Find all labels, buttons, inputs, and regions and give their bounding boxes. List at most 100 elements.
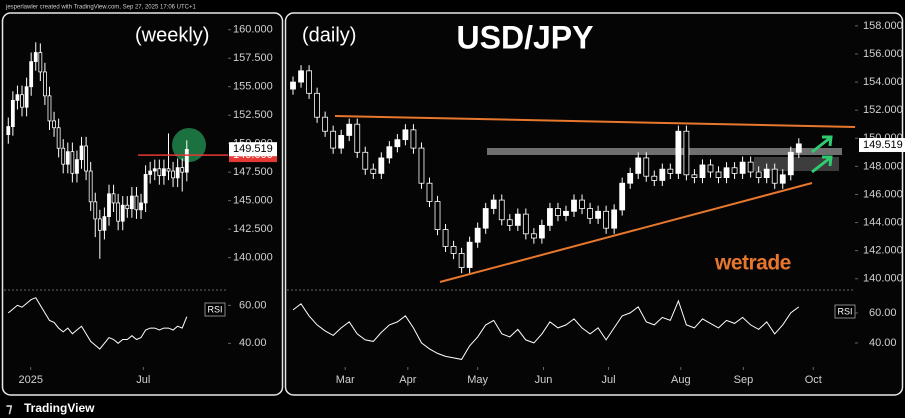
arrow-up bbox=[811, 155, 833, 174]
candle-body bbox=[699, 164, 706, 179]
y-tick-label: 158.000 bbox=[863, 20, 903, 32]
candle-body bbox=[482, 208, 489, 229]
rsi-tick-label: 40.00 bbox=[869, 337, 897, 349]
candle-body bbox=[450, 246, 457, 254]
candle-body bbox=[107, 193, 111, 218]
brand-logo: ⁊ bbox=[6, 400, 13, 415]
last-price-label: 149.519 bbox=[233, 143, 273, 155]
candle-body bbox=[70, 151, 75, 174]
chart-title: (weekly) bbox=[135, 24, 209, 46]
candle-body bbox=[129, 195, 134, 210]
candle-body bbox=[514, 213, 521, 226]
candle-body bbox=[166, 168, 171, 172]
candle-body bbox=[79, 145, 84, 161]
candle-body bbox=[157, 168, 162, 176]
candle-body bbox=[635, 157, 642, 174]
highlight-circle bbox=[172, 128, 206, 162]
candle-body bbox=[779, 174, 786, 184]
brand: TradingView bbox=[24, 401, 95, 415]
candle-body bbox=[43, 71, 47, 97]
candle-body bbox=[88, 170, 93, 203]
candle-body bbox=[683, 130, 690, 176]
watermark: wetrade bbox=[714, 252, 791, 275]
rsi-line bbox=[292, 299, 800, 360]
x-tick-label: Jul bbox=[136, 374, 150, 386]
chart-subtitle: (daily) bbox=[302, 24, 356, 46]
candle-body bbox=[24, 86, 29, 108]
arrow-up bbox=[811, 135, 833, 154]
candle-body bbox=[386, 146, 393, 159]
candle-body bbox=[667, 168, 674, 174]
candle-body bbox=[38, 52, 43, 73]
candle-body bbox=[458, 253, 465, 268]
candle-body bbox=[771, 168, 778, 184]
y-tick-label: 148.000 bbox=[863, 160, 903, 172]
candle-body bbox=[466, 241, 473, 268]
rsi-label: RSI bbox=[207, 304, 222, 314]
x-tick-label: Oct bbox=[805, 374, 822, 386]
candle-body bbox=[538, 224, 545, 239]
candle-body bbox=[418, 147, 425, 184]
logo-mark: ⁊ bbox=[6, 400, 13, 415]
rsi-label-box bbox=[204, 302, 226, 317]
candle-body bbox=[102, 216, 107, 231]
y-tick-label: 152.000 bbox=[863, 104, 903, 116]
candle-body bbox=[619, 182, 626, 211]
candle-body bbox=[498, 199, 505, 221]
candle-body bbox=[65, 151, 70, 165]
candle-body bbox=[346, 123, 353, 136]
rsi-tick-label: 40.00 bbox=[239, 337, 267, 349]
candle-body bbox=[84, 145, 89, 172]
candle-body bbox=[184, 148, 189, 173]
candle-body bbox=[61, 147, 66, 165]
candle-body bbox=[175, 167, 180, 179]
y-tick-label: 152.500 bbox=[233, 109, 273, 121]
y-tick-label: 160.000 bbox=[233, 24, 273, 36]
candle-body bbox=[402, 129, 409, 141]
candle-body bbox=[555, 208, 561, 216]
candle-body bbox=[29, 61, 34, 88]
candle-body bbox=[795, 143, 802, 153]
candle-body bbox=[143, 174, 148, 204]
candle-body bbox=[93, 201, 98, 220]
candle-body bbox=[15, 94, 20, 101]
rsi-label: RSI bbox=[837, 306, 852, 316]
candle-body bbox=[162, 168, 166, 176]
candle-body bbox=[47, 95, 52, 122]
candle-body bbox=[298, 70, 304, 83]
candle-body bbox=[426, 182, 433, 202]
consolidation-band bbox=[487, 148, 842, 155]
candle-body bbox=[148, 170, 153, 175]
candle-body bbox=[56, 127, 61, 149]
y-tick-label: 147.500 bbox=[233, 166, 273, 178]
x-tick-label: Sep bbox=[734, 374, 754, 386]
candle-body bbox=[627, 172, 634, 184]
candle-body bbox=[739, 161, 746, 174]
candle-body bbox=[707, 164, 714, 173]
candle-body bbox=[33, 52, 38, 63]
candle-body bbox=[651, 175, 658, 181]
candle-body bbox=[120, 204, 125, 222]
candle-body bbox=[52, 120, 56, 129]
candle-body bbox=[322, 116, 329, 132]
y-tick-label: 140.000 bbox=[233, 252, 273, 264]
candle-body bbox=[180, 167, 185, 173]
candle-body bbox=[747, 161, 754, 173]
x-tick-label: Mar bbox=[336, 374, 355, 386]
support-line bbox=[439, 182, 813, 283]
candle-body bbox=[571, 199, 577, 212]
candle-body bbox=[139, 202, 143, 211]
candle-body bbox=[306, 70, 312, 94]
x-tick-label: Jul bbox=[601, 374, 615, 386]
rsi-label-box bbox=[834, 304, 856, 319]
candle-body bbox=[474, 227, 481, 243]
candle-body bbox=[125, 204, 130, 210]
candle-body bbox=[587, 208, 593, 219]
last-price-badge bbox=[859, 138, 905, 153]
y-tick-label: 157.500 bbox=[233, 52, 273, 64]
candle-body bbox=[506, 219, 513, 226]
credit: jesperlawler created with TradingView.co… bbox=[5, 5, 196, 11]
candle-body bbox=[111, 193, 116, 204]
y-tick-label: 155.000 bbox=[233, 81, 273, 93]
